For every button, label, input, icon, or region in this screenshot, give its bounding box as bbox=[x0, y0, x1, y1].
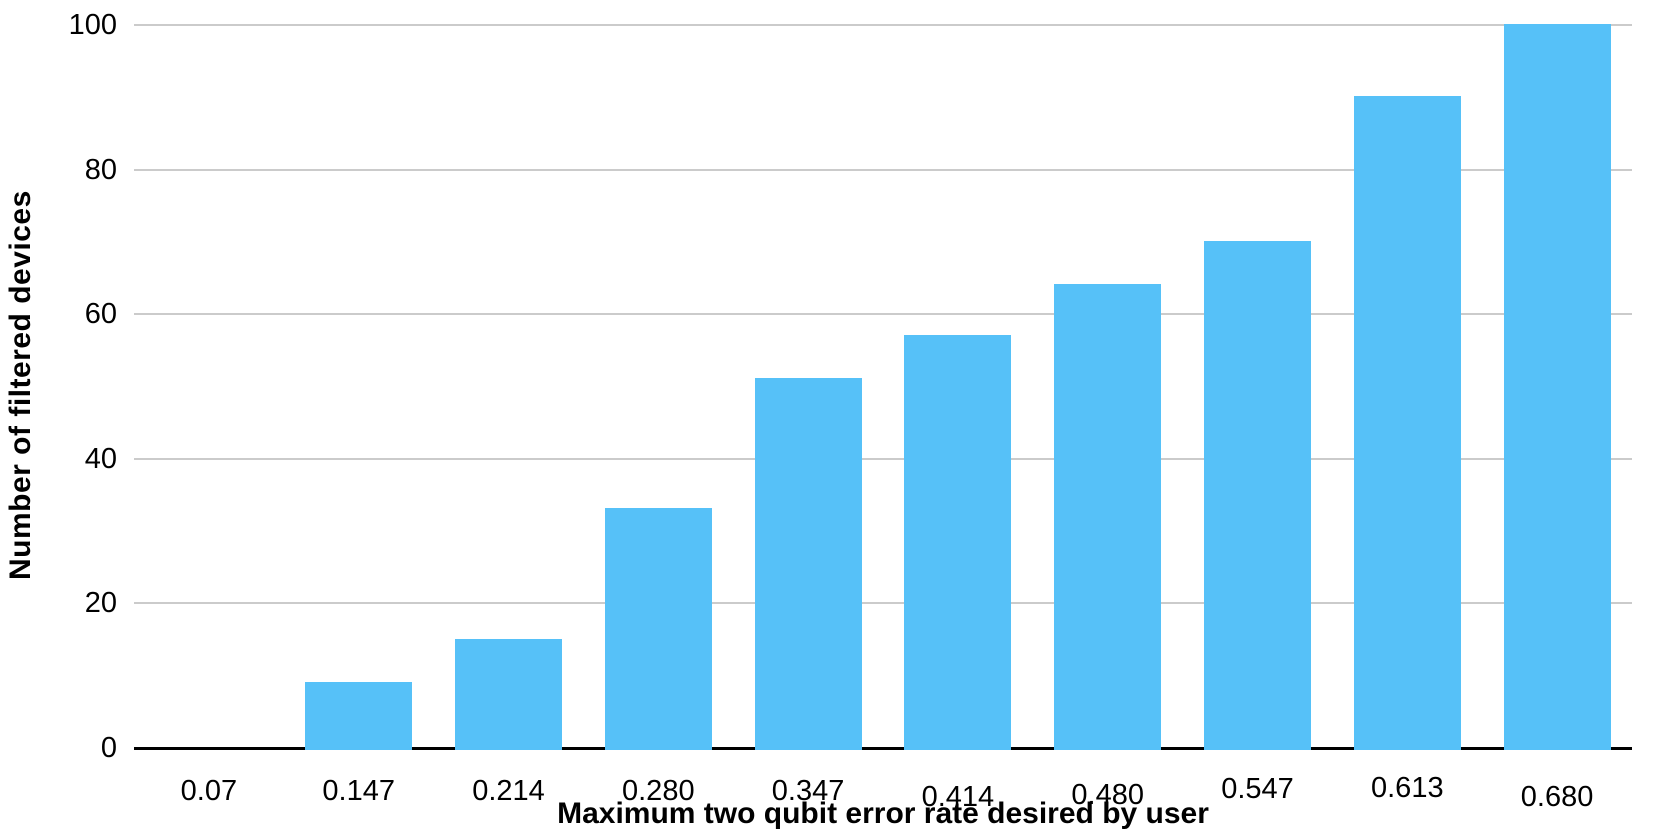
y-tick-label-100: 100 bbox=[68, 9, 117, 41]
y-tick-label-60: 60 bbox=[84, 298, 117, 331]
gridline-y-40 bbox=[134, 457, 1632, 460]
gridline-y-80 bbox=[134, 168, 1632, 171]
x-tick-label-0.214: 0.214 bbox=[472, 775, 545, 807]
y-axis-title: Number of filtered devices bbox=[4, 190, 37, 581]
x-tick-label-0.613: 0.613 bbox=[1371, 772, 1444, 804]
plot-area bbox=[134, 24, 1632, 750]
x-tick-label-0.414: 0.414 bbox=[921, 781, 995, 813]
bar-0.547 bbox=[1204, 240, 1311, 750]
bar-0.147 bbox=[305, 681, 413, 750]
bar-0.347 bbox=[754, 378, 862, 750]
y-tick-label-0: 0 bbox=[100, 732, 117, 764]
bar-0.414 bbox=[904, 334, 1012, 750]
x-axis-line bbox=[134, 747, 1632, 750]
x-tick-label-0.547: 0.547 bbox=[1221, 773, 1294, 805]
x-tick-label-0.07: 0.07 bbox=[180, 775, 238, 807]
x-axis-title: Maximum two qubit error rate desired by … bbox=[557, 797, 1209, 830]
y-tick-label-20: 20 bbox=[84, 587, 117, 620]
bar-0.214 bbox=[455, 638, 562, 750]
x-tick-label-0.680: 0.680 bbox=[1520, 781, 1594, 813]
gridline-y-100 bbox=[134, 24, 1632, 26]
x-tick-label-0.480: 0.480 bbox=[1071, 779, 1144, 811]
y-tick-label-40: 40 bbox=[84, 442, 117, 475]
gridline-y-60 bbox=[134, 313, 1632, 316]
bar-0.280 bbox=[604, 508, 712, 750]
y-tick-label-80: 80 bbox=[84, 153, 117, 186]
bar-0.613 bbox=[1353, 96, 1461, 750]
x-tick-label-0.147: 0.147 bbox=[322, 775, 395, 807]
x-tick-label-0.347: 0.347 bbox=[771, 775, 845, 807]
x-tick-label-0.280: 0.280 bbox=[622, 775, 695, 807]
gridline-y-20 bbox=[134, 602, 1632, 605]
bar-0.480 bbox=[1054, 284, 1162, 750]
bar-0.680 bbox=[1503, 24, 1611, 750]
